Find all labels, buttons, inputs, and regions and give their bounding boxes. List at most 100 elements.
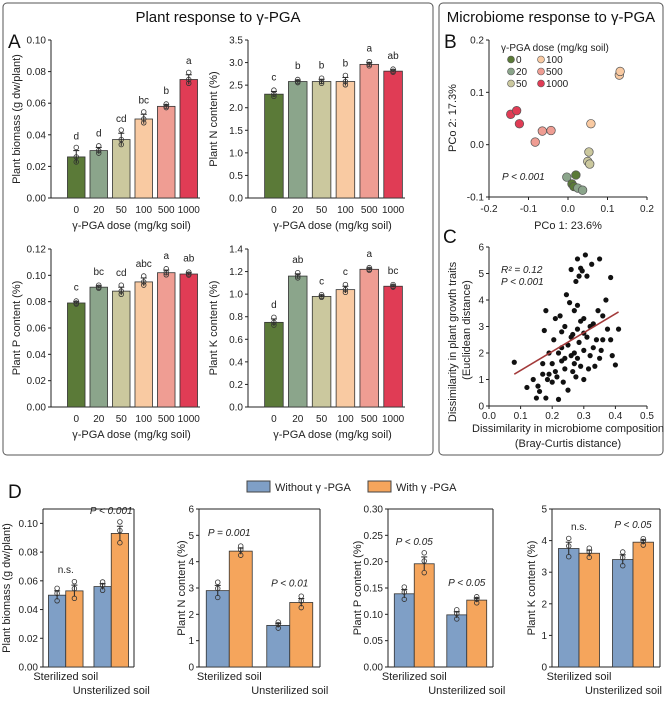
replicate-point — [295, 76, 301, 83]
bar-without — [558, 548, 580, 668]
x-tick-label: 0 — [271, 414, 277, 425]
scatter-point — [576, 339, 582, 345]
replicate-point — [566, 554, 572, 560]
y-tick-label: 6 — [478, 243, 484, 254]
y-tick-label: 2 — [188, 610, 194, 621]
bar — [335, 289, 356, 408]
x-tick-label: 1000 — [382, 205, 405, 216]
x-tick-label: 50 — [316, 205, 328, 216]
significance-label: P < 0.05 — [614, 520, 652, 531]
replicate-point — [141, 273, 147, 279]
scatter-point — [570, 368, 576, 375]
replicate-point — [73, 154, 79, 160]
y-tick-label: 6 — [188, 505, 194, 516]
y-tick-label: 0.5 — [229, 171, 243, 182]
y-tick-label: 0.02 — [19, 634, 39, 645]
replicate-point — [271, 319, 277, 326]
y-tick-label: 0.0 — [229, 194, 243, 205]
significance-letter: b — [343, 58, 349, 69]
y-axis-label: Dissimilarity in plant growth traits — [447, 261, 459, 422]
replicate-point — [186, 76, 192, 83]
y-tick-label: 3 — [478, 322, 484, 333]
legend-label: 0 — [516, 55, 522, 66]
scatter-point — [597, 256, 603, 262]
scatter-point — [598, 347, 604, 353]
replicate-point — [342, 281, 349, 288]
replicate-point — [474, 594, 480, 600]
y-axis-label: Plant biomass (g dw/plant) — [11, 54, 23, 184]
scatter-point — [585, 366, 592, 372]
x-tick-label: 1000 — [382, 414, 405, 425]
replicate-point — [586, 549, 592, 555]
replicate-point — [390, 66, 396, 72]
replicate-point — [401, 596, 407, 602]
significance-letter: a — [366, 44, 372, 55]
scatter-point — [562, 366, 568, 372]
replicate-point — [117, 540, 123, 546]
scatter-point — [541, 327, 547, 334]
x-category-label: Unsterilized soil — [73, 685, 150, 697]
scatter-point — [582, 252, 588, 258]
scatter-point — [555, 350, 562, 356]
p-value-annotation: P < 0.001 — [502, 172, 545, 183]
scatter-point — [576, 273, 582, 279]
x-tick-label: 50 — [116, 414, 128, 425]
replicate-point — [474, 596, 480, 602]
scatter-point — [562, 355, 568, 361]
significance-letter: bc — [138, 95, 149, 106]
y-axis-label: Plant P content (%) — [11, 281, 23, 376]
y-tick-label: 0.30 — [364, 505, 384, 516]
pcoa-point-dose-1000 — [512, 105, 522, 116]
replicate-point — [215, 585, 221, 592]
replicate-point — [421, 550, 427, 556]
x-tick-label: 20 — [93, 205, 105, 216]
bar — [134, 281, 153, 408]
bar-with — [413, 563, 435, 668]
pcoa-point-dose-0 — [571, 170, 581, 180]
bar — [179, 273, 198, 408]
x-tick-label: 0.0 — [561, 204, 575, 215]
y-tick-label: 5 — [188, 531, 194, 542]
significance-label: P < 0.01 — [271, 579, 308, 590]
bar-with — [466, 599, 488, 668]
x-tick-label: 0.2 — [545, 411, 559, 422]
significance-letter: cd — [116, 268, 127, 279]
replicate-point — [73, 298, 79, 304]
bar — [89, 150, 108, 199]
scatter-point — [549, 361, 555, 367]
x-tick-label: 0.3 — [577, 411, 591, 422]
y-tick-label: 0 — [541, 663, 547, 674]
regression-line — [513, 311, 619, 375]
legend-label: 20 — [516, 67, 528, 78]
replicate-point — [73, 159, 79, 165]
scatter-point — [535, 383, 541, 389]
replicate-point — [215, 579, 221, 585]
y-tick-label: 2 — [541, 599, 547, 610]
scatter-point — [581, 376, 587, 383]
y-tick-label: 1.0 — [229, 148, 243, 159]
x-tick-label: 0 — [73, 414, 79, 425]
pcoa-point-dose-500 — [537, 126, 547, 136]
replicate-point — [298, 598, 304, 604]
pcoa-point-dose-500 — [530, 137, 540, 147]
scatter-point — [587, 353, 593, 359]
x-tick-label: -0.1 — [520, 204, 538, 215]
replicate-point — [163, 101, 169, 107]
replicate-point — [141, 116, 147, 122]
replicate-point — [99, 587, 106, 593]
replicate-point — [390, 284, 396, 290]
y-tick-label: 0.0 — [470, 140, 484, 151]
x-tick-label: 500 — [361, 205, 378, 216]
scatter-point — [584, 334, 590, 340]
bar — [359, 63, 379, 199]
significance-label: n.s. — [571, 522, 587, 533]
replicate-point — [215, 594, 221, 601]
replicate-point — [275, 621, 281, 628]
bar — [112, 139, 131, 199]
bar — [311, 81, 332, 199]
significance-label: P = 0.001 — [208, 528, 251, 539]
scatter-point — [552, 315, 558, 322]
scatter-point — [549, 379, 555, 385]
scatter-point — [568, 266, 574, 273]
legend-label: 50 — [516, 79, 528, 90]
